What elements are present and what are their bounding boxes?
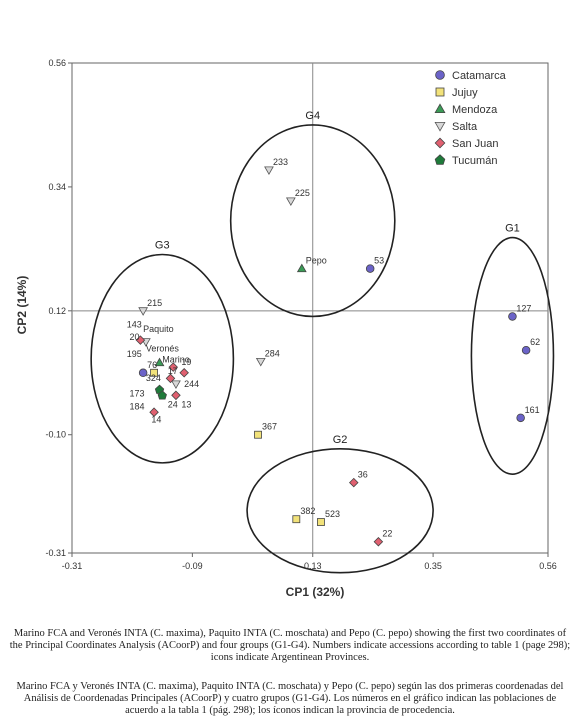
point-label: 19: [181, 357, 191, 367]
group-label-g2: G2: [333, 434, 348, 446]
point-label: 143: [127, 320, 142, 330]
reference-lines: [72, 63, 548, 553]
point-label: Paquito: [143, 324, 174, 334]
point-label: 173: [129, 388, 144, 398]
point-san-juan: [135, 335, 146, 345]
legend-label-san-juan: San Juan: [452, 138, 498, 150]
data-points: [135, 166, 531, 547]
point-jujuy: [317, 518, 325, 526]
point-mendoza: [296, 263, 307, 273]
point-tucuman: [157, 390, 167, 400]
group-ellipse-g2: [246, 448, 434, 574]
point-salta: [255, 357, 266, 367]
point-label: 225: [295, 188, 310, 198]
point-jujuy: [254, 430, 262, 439]
point-catamarca: [521, 345, 531, 355]
point-catamarca: [516, 413, 525, 423]
point-salta: [285, 197, 296, 206]
y-axis-label: CP2 (14%): [15, 276, 29, 335]
legend-marker-san-juan: [434, 137, 446, 149]
legend-marker-catamarca: [435, 70, 445, 80]
legend-marker-salta: [434, 122, 446, 132]
point-label: 367: [262, 422, 277, 432]
point-label: 76: [147, 360, 157, 370]
plot-border: [71, 62, 549, 554]
group-ellipses: G1 G2 G3 G4: [90, 110, 555, 574]
point-san-juan: [149, 407, 159, 417]
point-label: 382: [300, 506, 315, 516]
point-label: 22: [382, 529, 392, 539]
x-tick-label: 0.35: [424, 561, 442, 571]
point-label: 24: [168, 400, 178, 410]
legend-marker-jujuy: [435, 87, 445, 97]
caption-spanish: Marino FCA y Veronés INTA (C. maxima), P…: [16, 681, 564, 716]
point-san-juan: [171, 390, 181, 401]
point-label: 53: [374, 256, 384, 266]
point-label: 17: [168, 366, 178, 376]
point-catamarca: [138, 368, 148, 378]
legend-label-tucuman: Tucumán: [452, 155, 497, 167]
plot-frame: [71, 62, 549, 554]
x-tick-label: 0.56: [539, 561, 557, 571]
legend-label-mendoza: Mendoza: [452, 104, 498, 116]
legend-marker-mendoza: [434, 103, 446, 113]
point-label: Pepo: [306, 256, 327, 266]
y-tick-label: 0.12: [48, 306, 66, 316]
point-mendoza: [154, 357, 165, 367]
point-label: 215: [147, 298, 162, 308]
point-label: 13: [181, 400, 191, 410]
point-salta: [138, 307, 149, 316]
point-label: 324: [146, 373, 161, 383]
x-axis-label: CP1 (32%): [286, 585, 345, 599]
legend: Catamarca Jujuy Mendoza Salta San Juan Tucumá…: [434, 70, 507, 167]
x-tick-label: -0.31: [62, 561, 83, 571]
caption-english: Marino FCA and Veronés INTA (C. maxima),…: [9, 628, 571, 663]
point-labels: 53 127 62 161 76 367 382 523 Pepo 233 225 215 284 36 2…: [127, 157, 540, 539]
point-label: 244: [184, 379, 199, 389]
point-label: 195: [127, 349, 142, 359]
point-san-juan: [349, 477, 359, 488]
group-ellipse-g4: [229, 124, 396, 318]
point-label: 161: [525, 405, 540, 415]
pcoa-scatter-chart: G1 G2 G3 G4 53 127 62 161 76 367 382 523 Pepo 233 225…: [15, 58, 557, 599]
point-label: Veronés: [146, 343, 180, 353]
point-salta: [264, 166, 274, 176]
x-tick-label: 0.13: [304, 561, 322, 571]
point-label: 20: [129, 332, 139, 342]
group-label-g3: G3: [155, 239, 170, 251]
y-tick-label: 0.34: [48, 182, 66, 192]
point-label: 62: [530, 337, 540, 347]
point-catamarca: [365, 264, 375, 273]
group-ellipse-g1: [470, 236, 555, 475]
point-san-juan: [179, 368, 189, 378]
point-label: 36: [358, 470, 368, 480]
group-label-g1: G1: [505, 223, 520, 235]
point-label: 284: [265, 349, 280, 359]
point-catamarca: [508, 312, 517, 321]
point-jujuy: [150, 368, 158, 377]
point-label: 14: [151, 414, 161, 424]
group-label-g4: G4: [305, 110, 320, 122]
point-san-juan: [165, 373, 176, 384]
point-label: 523: [325, 509, 340, 519]
y-tick-label: 0.56: [48, 58, 66, 68]
y-tick-label: -0.31: [45, 548, 66, 558]
group-ellipse-g3: [90, 253, 235, 464]
legend-marker-tucuman: [434, 154, 446, 165]
point-salta: [171, 380, 181, 390]
point-san-juan: [168, 362, 178, 372]
x-tick-label: -0.09: [182, 561, 203, 571]
point-label: 233: [273, 157, 288, 167]
point-san-juan: [373, 536, 384, 547]
legend-label-catamarca: Catamarca: [452, 70, 507, 82]
point-label: 184: [129, 401, 144, 411]
y-tick-label: -0.10: [45, 430, 66, 440]
point-label: Marino: [162, 355, 190, 365]
point-label: 127: [516, 303, 531, 313]
point-jujuy: [292, 515, 301, 524]
axis-ticks: -0.31 -0.09 0.13 0.35 0.56 -0.31 -0.10 0.12 0.34…: [45, 58, 556, 571]
legend-label-jujuy: Jujuy: [452, 87, 478, 99]
legend-label-salta: Salta: [452, 121, 478, 133]
